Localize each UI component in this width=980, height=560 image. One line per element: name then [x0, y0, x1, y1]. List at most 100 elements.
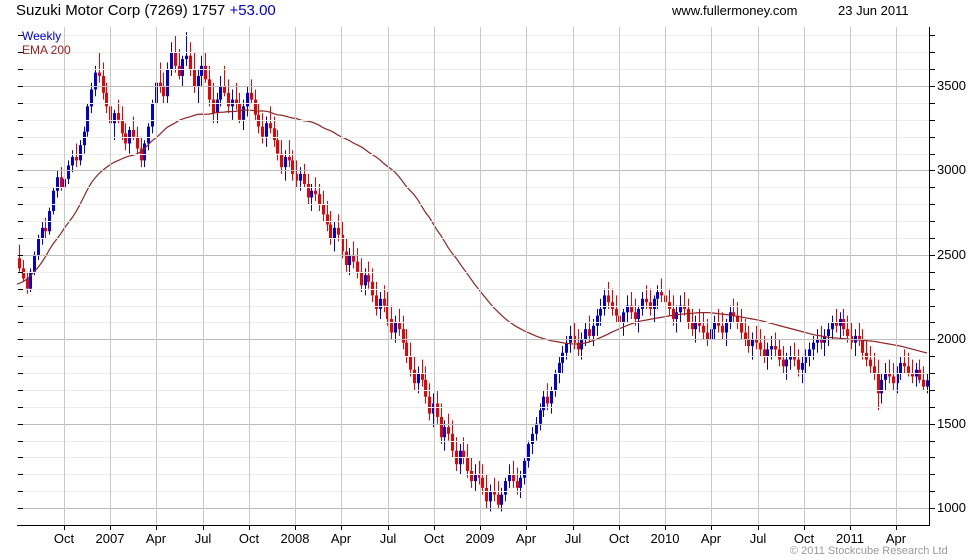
x-tick — [341, 526, 342, 530]
candle-body — [634, 312, 637, 320]
candle-body — [926, 380, 929, 387]
gridline-vertical — [758, 27, 759, 525]
y-tick — [930, 424, 935, 425]
candle-body — [698, 322, 701, 326]
candle-body — [60, 177, 63, 188]
x-tick — [110, 526, 111, 530]
candle-body — [371, 281, 374, 296]
gridline-vertical — [64, 27, 65, 525]
candle-body — [273, 128, 276, 141]
candle-body — [246, 92, 249, 107]
candle-body — [132, 129, 135, 137]
y-tick — [18, 120, 23, 121]
y-tick — [18, 272, 23, 273]
y-tick — [18, 491, 23, 492]
gridline-horizontal — [17, 120, 929, 121]
candle-body — [668, 302, 671, 309]
candle-body — [174, 52, 177, 66]
chart-legend: Weekly EMA 200 — [22, 29, 71, 57]
candle-body — [124, 133, 127, 144]
candle-body — [121, 119, 124, 134]
candle-body — [329, 224, 332, 239]
gridline-vertical — [249, 27, 250, 525]
candle-body — [26, 278, 29, 289]
candle-body — [607, 295, 610, 303]
y-tick — [930, 306, 935, 307]
y-tick — [930, 221, 935, 222]
candle-body — [785, 359, 788, 367]
candle-body — [44, 227, 47, 232]
candle-body — [888, 373, 891, 377]
y-tick — [930, 255, 935, 256]
gridline-vertical — [110, 27, 111, 525]
x-axis-tick-label: Oct — [793, 531, 815, 546]
candle-body — [679, 305, 682, 313]
candle-body — [736, 315, 739, 323]
gridline-horizontal — [17, 339, 929, 340]
candle-body — [523, 460, 526, 478]
candle-body — [231, 99, 234, 107]
candle-body — [744, 332, 747, 340]
candle-body — [702, 325, 705, 333]
candle-body — [770, 346, 773, 350]
candle-body — [295, 173, 298, 181]
candle-body — [265, 123, 268, 137]
y-tick — [930, 35, 935, 36]
candle-body — [375, 295, 378, 309]
y-tick — [930, 86, 935, 87]
price-chart-plot-area[interactable] — [17, 27, 929, 525]
gridline-horizontal — [17, 491, 929, 492]
gridline-horizontal — [17, 407, 929, 408]
gridline-horizontal — [17, 289, 929, 290]
gridline-vertical — [526, 27, 527, 525]
candle-body — [352, 254, 355, 262]
candle-body — [558, 362, 561, 374]
y-tick — [930, 154, 935, 155]
candle-body — [922, 379, 925, 387]
candle-body — [831, 322, 834, 330]
candle-body — [577, 342, 580, 350]
y-tick — [930, 457, 935, 458]
candle-body — [386, 305, 389, 320]
x-tick — [388, 526, 389, 530]
candle-body — [451, 433, 454, 451]
candle-body — [170, 52, 173, 70]
x-tick — [758, 526, 759, 530]
candle-body — [417, 373, 420, 384]
gridline-horizontal — [17, 204, 929, 205]
y-tick — [930, 508, 935, 509]
candle-body — [424, 379, 427, 397]
candle-body — [672, 308, 675, 320]
candle-body — [497, 494, 500, 505]
gridline-horizontal — [17, 306, 929, 307]
candle-body — [360, 271, 363, 286]
candle-body — [729, 312, 732, 323]
candle-body — [755, 339, 758, 343]
gridline-horizontal — [17, 35, 929, 36]
candle-body — [561, 352, 564, 363]
y-tick — [18, 137, 23, 138]
y-tick — [930, 103, 935, 104]
candle-body — [235, 99, 238, 103]
candle-body — [656, 292, 659, 299]
y-tick — [18, 407, 23, 408]
candle-body — [820, 339, 823, 343]
candle-body — [390, 319, 393, 333]
candle-body — [835, 322, 838, 326]
candle-body — [219, 86, 222, 100]
y-tick — [18, 306, 23, 307]
candle-body — [200, 65, 203, 76]
y-tick — [930, 238, 935, 239]
x-tick — [573, 526, 574, 530]
candle-body — [546, 396, 549, 404]
candle-body — [242, 106, 245, 120]
candle-body — [383, 298, 386, 306]
candle-body — [918, 369, 921, 380]
gridline-vertical — [388, 27, 389, 525]
candle-body — [789, 356, 792, 360]
x-tick — [203, 526, 204, 530]
candle-body — [535, 423, 538, 434]
candle-body — [345, 251, 348, 266]
y-tick — [18, 35, 23, 36]
y-tick — [18, 373, 23, 374]
